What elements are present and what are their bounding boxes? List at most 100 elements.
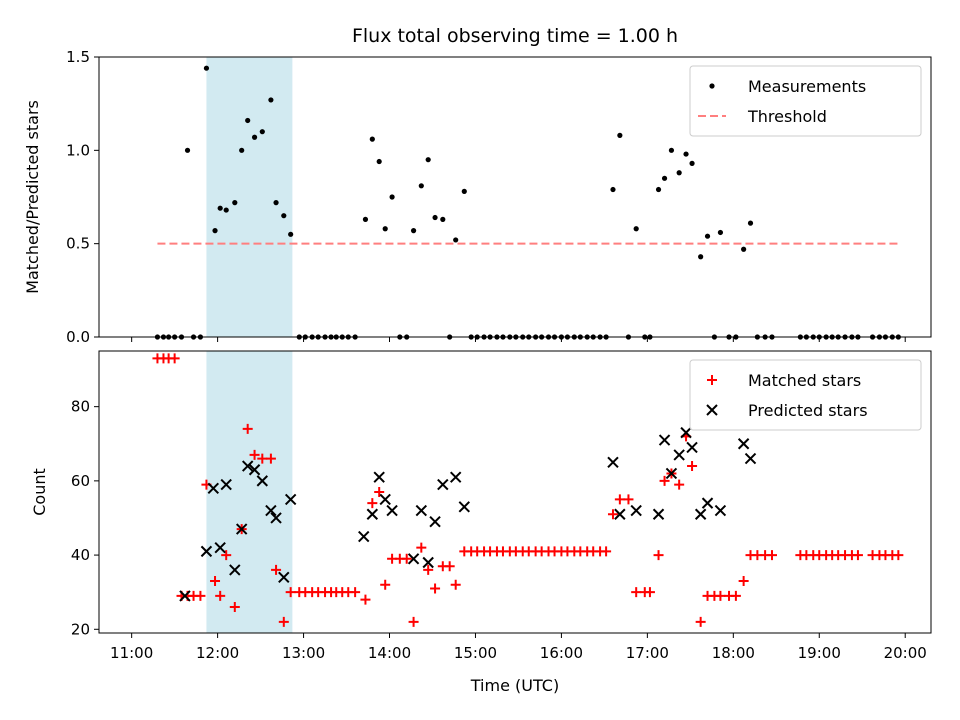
predicted-star-point [265,504,277,517]
predicted-star-point [379,493,391,506]
predicted-star-point [429,515,441,528]
measurement-point [717,229,724,236]
matched-star-point [852,550,863,561]
predicted-star-point [449,471,462,483]
matched-star-point [380,579,391,590]
panel-ratio: 0.0 0.5 1.0 1.5 Matched/Predicted stars Mea… [23,48,932,346]
predicted-star-point [207,482,220,494]
measurement-point [741,246,747,252]
predicted-star-point [422,556,434,569]
predicted-star-point [284,493,297,506]
predicted-star-point [278,571,290,584]
y-tick-label: 80 [71,398,90,416]
panel-count: 20 40 60 80 11:00 12:00 13:00 14:00 15:00 16:00 17… [30,350,932,662]
predicted-star-point [366,508,379,520]
measurement-point [251,134,258,140]
predicted-star-point [229,564,241,576]
measurement-point [288,231,294,237]
matched-star-point [229,602,240,613]
legend-label: Threshold [747,107,827,126]
measurement-point [440,216,446,222]
measurement-point [273,200,279,206]
matched-star-point [450,579,461,590]
predicted-star-point [373,471,385,483]
measurement-point [212,228,218,234]
matched-star-point [221,550,232,561]
matched-star-point [607,509,618,520]
x-tick-label: 12:00 [196,644,239,662]
predicted-star-point [701,497,714,509]
measurement-point [223,207,229,213]
predicted-star-point [686,441,698,454]
matched-star-point [257,453,268,464]
y-tick-label: 20 [71,620,90,638]
x-axis-label: Time (UTC) [470,676,559,695]
measurement-point [461,188,467,194]
x-tick-label: 19:00 [798,644,841,662]
highlight-span [206,351,293,633]
measurement-point [281,213,287,219]
predicted-star-point [241,460,254,472]
panel-ratio-frame [98,56,932,338]
measurement-point [661,175,668,181]
matched-star-point [601,546,612,557]
panel-count-ticks: 20 40 60 80 11:00 12:00 13:00 14:00 15:00 16:00 17… [71,398,927,662]
matched-star-point [695,616,706,627]
measurement-point [245,117,251,124]
matched-star-point [195,590,206,601]
x-tick-label: 13:00 [282,644,325,662]
predicted-star-point [714,504,727,517]
y-tick-label: 1.5 [66,48,90,66]
measurement-point [668,147,675,153]
matched-star-point [169,353,180,364]
predicted-star-point [437,478,449,491]
matched-star-point [623,494,634,505]
predicted-star-point [358,530,370,543]
x-tick-label: 15:00 [454,644,497,662]
predicted-star-point [607,456,619,469]
predicted-star-point [652,508,665,520]
measurement-point [389,194,395,200]
predicted-star-point [270,512,282,524]
measurement-point [217,205,223,211]
matched-star-point [659,475,670,486]
predicted-star-point [256,475,269,487]
measurement-point [184,147,191,153]
matched-star-point [687,461,698,472]
predicted-star-point [694,508,707,520]
predicted-star-point [386,504,398,517]
matched-star-point [738,576,749,587]
measurement-point [382,226,388,232]
predicted-star-point [665,467,678,480]
measurement-point [239,147,245,153]
matched-star-point [360,594,371,605]
y-axis-label-count: Count [30,468,49,516]
matched-star-point [367,498,378,509]
matched-star-point [730,590,741,601]
matched-star-point [416,542,427,553]
matched-star-point [893,550,904,561]
measurement-point [203,65,210,71]
matched-star-point [278,616,289,627]
measurement-point [747,220,754,226]
matched-star-point [401,553,412,564]
y-axis-label-ratio: Matched/Predicted stars [23,100,42,294]
matched-star-point [242,423,253,434]
y-tick-label: 0.0 [66,328,90,346]
highlight-span [206,57,293,337]
y-tick-label: 1.0 [66,141,90,159]
predicted-star-point [200,545,213,558]
matched-star-point [631,587,642,598]
predicted-star-point [673,449,685,461]
panel-count-frame [98,350,932,634]
measurement-point [376,158,382,165]
predicted-star-point [744,452,757,465]
x-tick-label: 11:00 [110,644,153,662]
predicted-star-point [214,541,226,554]
legend-ratio: Measurements Threshold [689,65,922,137]
matched-star-point [614,494,625,505]
measurement-point [689,160,695,166]
measurement-point [232,200,238,206]
matched-star-point [285,587,296,598]
measurement-point [418,183,424,189]
